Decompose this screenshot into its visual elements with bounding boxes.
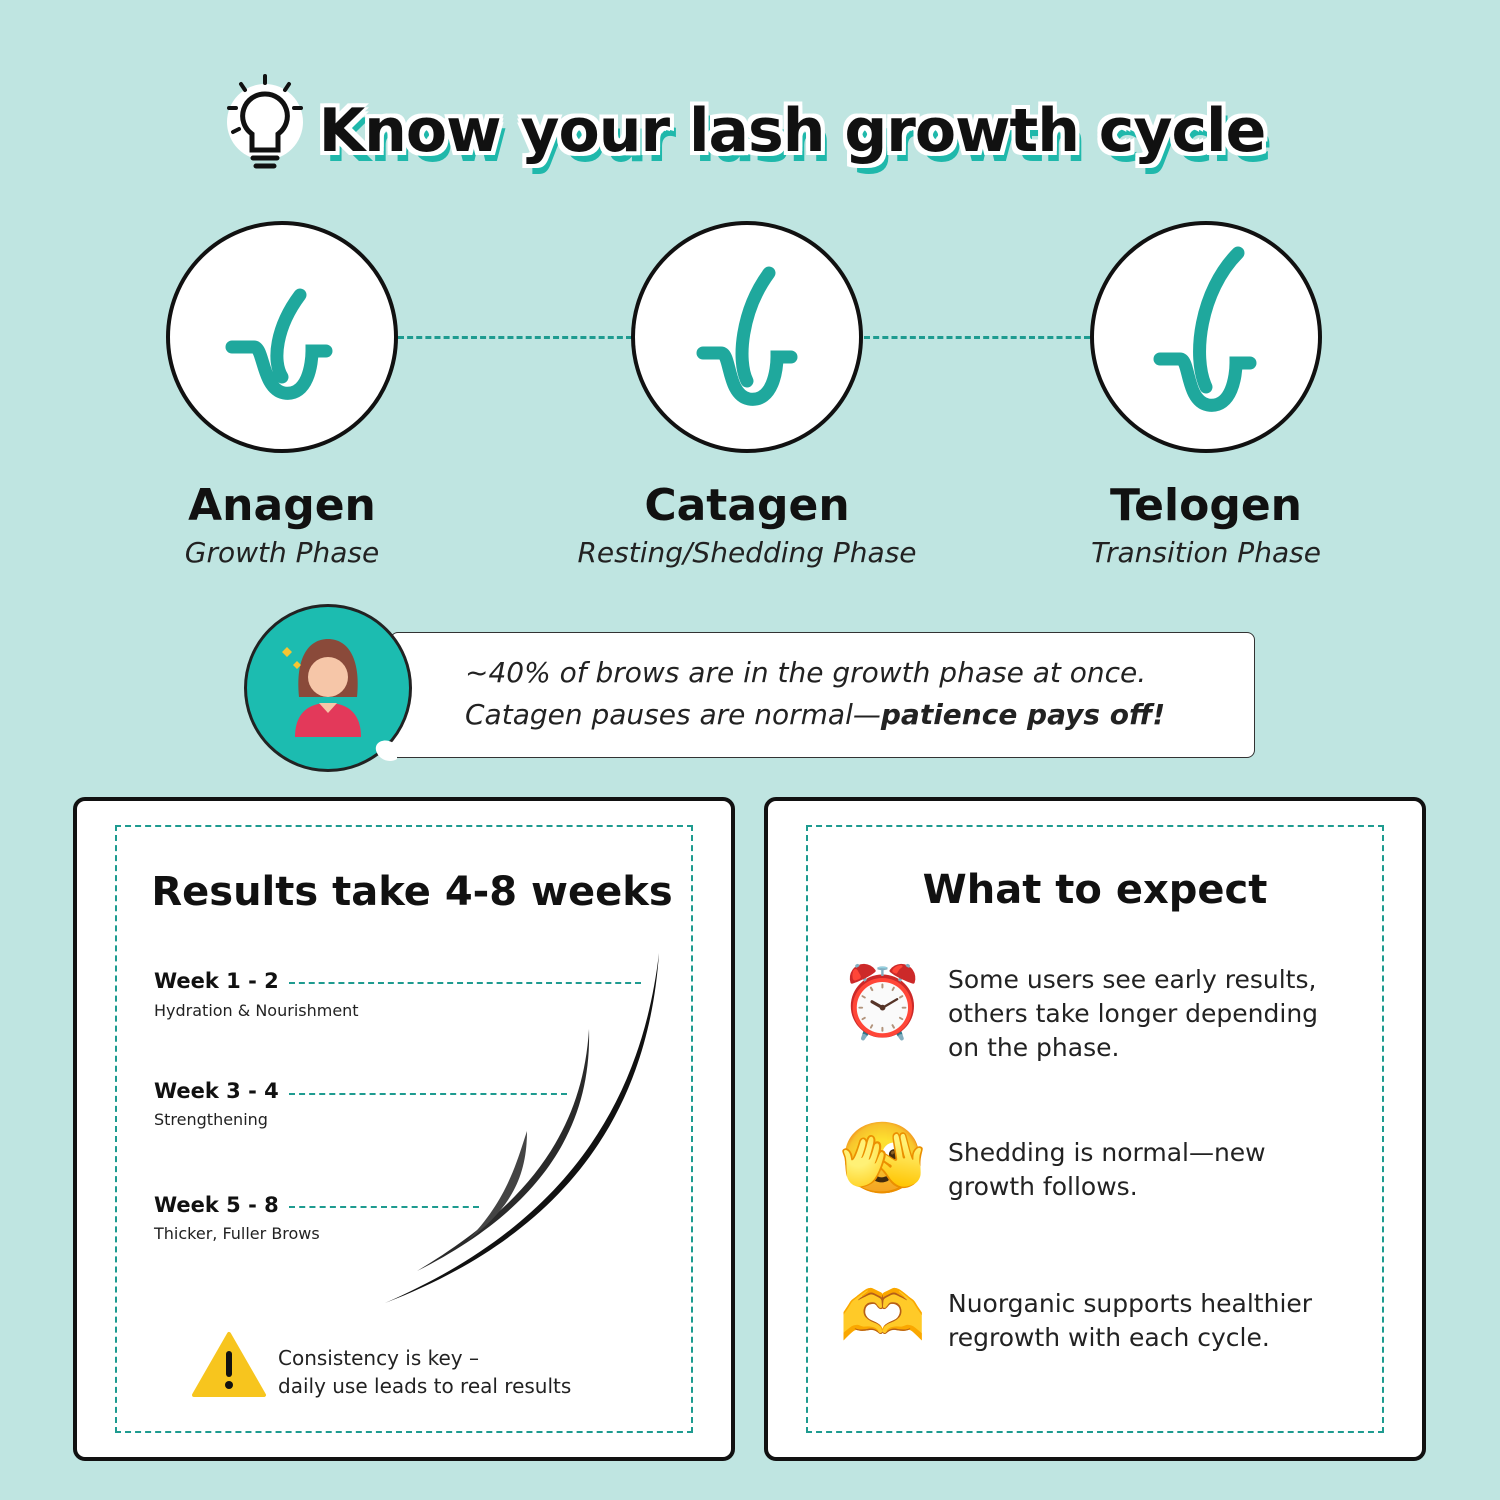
expect-card: What to expect ⏰ Some users see early re… (764, 797, 1426, 1461)
callout-text-regular: Catagen pauses are normal— (465, 698, 881, 731)
phase-name: Anagen (188, 480, 376, 531)
hair-follicle-icon (225, 288, 333, 400)
callout-line: Catagen pauses are normal—patience pays … (465, 694, 1165, 736)
item-line: regrowth with each cycle. (948, 1323, 1270, 1352)
warning-icon (192, 1332, 266, 1397)
phase-subtitle: Growth Phase (184, 536, 380, 569)
expect-item: Some users see early results, others tak… (948, 963, 1318, 1065)
note-line: daily use leads to real results (278, 1374, 572, 1398)
week-label: Week 3 - 4 (154, 1079, 279, 1103)
lash-illustration (385, 953, 659, 1303)
connector-line (398, 336, 632, 339)
expect-heading: What to expect (922, 867, 1268, 913)
expect-item: Shedding is normal—new growth follows. (948, 1136, 1266, 1204)
hair-follicle-icon (1153, 246, 1257, 412)
results-heading: Results take 4-8 weeks (151, 869, 673, 915)
page-title: Know your lash growth cycle (0, 72, 1500, 197)
alarm-clock-icon: ⏰ (839, 961, 927, 1043)
lightbulb-icon (225, 72, 305, 197)
results-card: Results take 4-8 weeks Week 1 - 2 Hydrat… (73, 797, 735, 1461)
phase-circle-anagen (166, 221, 398, 453)
phase-name: Telogen (1110, 480, 1302, 531)
callout-box (390, 632, 1255, 758)
callout-text: ~40% of brows are in the growth phase at… (465, 652, 1165, 736)
woman-avatar-icon (244, 604, 412, 772)
week-line (289, 1093, 567, 1095)
heart-hands-icon: 🫶 (839, 1275, 927, 1357)
connector-line (864, 336, 1090, 339)
item-line: Nuorganic supports healthier (948, 1289, 1313, 1318)
item-line: growth follows. (948, 1172, 1138, 1201)
week-desc: Hydration & Nourishment (154, 1001, 359, 1020)
item-line: Some users see early results, (948, 965, 1317, 994)
callout-line: ~40% of brows are in the growth phase at… (465, 656, 1147, 689)
callout-text-bold: patience pays off! (880, 698, 1166, 731)
phase-circle-catagen (631, 221, 863, 453)
hair-follicle-icon (696, 266, 798, 406)
note-line: Consistency is key – (278, 1346, 479, 1370)
item-line: on the phase. (948, 1033, 1120, 1062)
dashed-frame (115, 825, 693, 1433)
dashed-frame (806, 825, 1384, 1433)
phase-subtitle: Transition Phase (1091, 536, 1321, 569)
item-line: others take longer depending (948, 999, 1319, 1028)
phase-circle-telogen (1090, 221, 1322, 453)
consistency-note: Consistency is key – daily use leads to … (278, 1344, 571, 1400)
week-label: Week 1 - 2 (154, 969, 279, 993)
week-label: Week 5 - 8 (154, 1193, 279, 1217)
phase-name: Catagen (644, 480, 850, 531)
week-line (289, 1206, 479, 1208)
face-peeking-icon: 🫣 (839, 1117, 927, 1199)
expect-item: Nuorganic supports healthier regrowth wi… (948, 1287, 1312, 1355)
week-desc: Strengthening (154, 1110, 268, 1129)
week-desc: Thicker, Fuller Brows (154, 1224, 320, 1243)
week-line (289, 982, 641, 984)
phase-subtitle: Resting/Shedding Phase (577, 536, 917, 569)
item-line: Shedding is normal—new (948, 1138, 1266, 1167)
